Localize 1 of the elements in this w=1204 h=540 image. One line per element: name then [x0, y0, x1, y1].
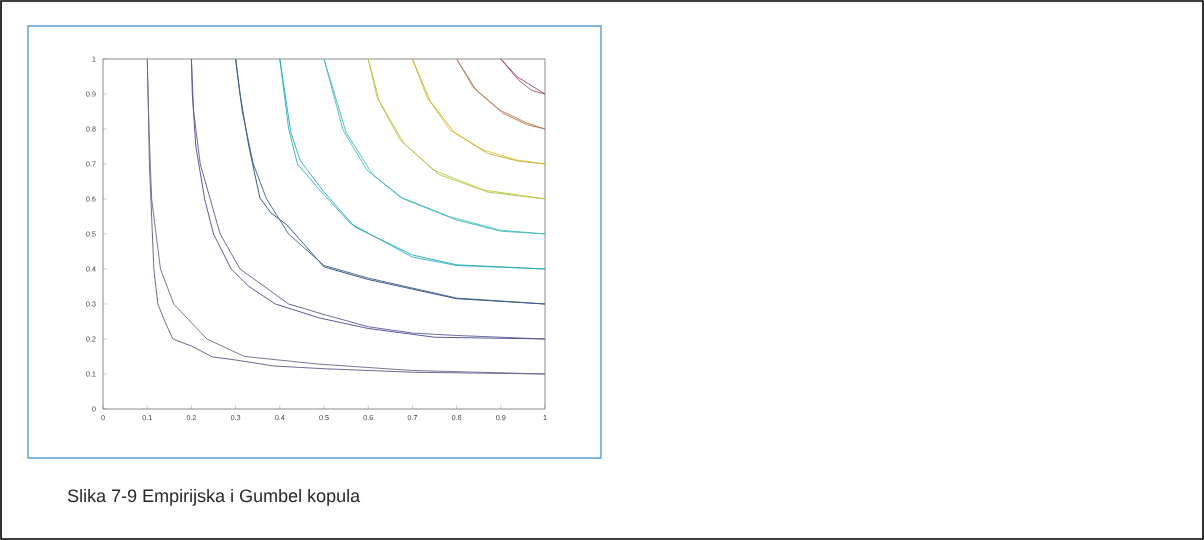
text: Slika 7-9 Empirijska i Gumbel kopula: [67, 488, 361, 506]
